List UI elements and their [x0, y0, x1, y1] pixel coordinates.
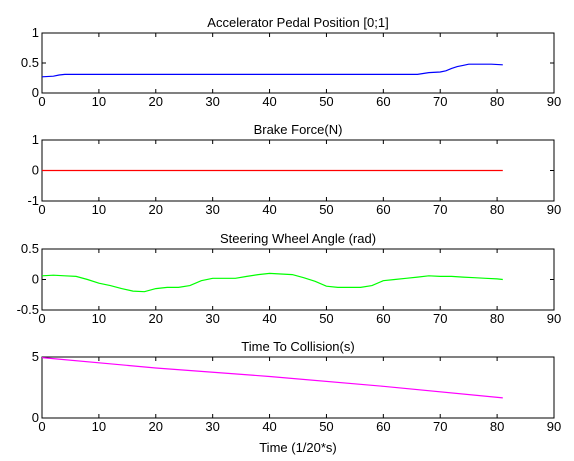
panel-1-xtick-label: 80: [490, 94, 504, 109]
panel-2-xtick-label: 30: [205, 202, 219, 217]
panel-2-title: Brake Force(N): [254, 122, 343, 137]
panel-1-ytick-label: 1: [32, 25, 39, 40]
panel-3-xtick-label: 50: [319, 311, 333, 326]
panel-2-xtick-label: 50: [319, 202, 333, 217]
panel-3-xtick-label: 40: [262, 311, 276, 326]
panel-1-xtick-label: 30: [205, 94, 219, 109]
panel-4-xtick-label: 20: [149, 419, 163, 434]
panel-3-xtick-label: 60: [376, 311, 390, 326]
panel-1-xtick-label: 0: [38, 94, 45, 109]
panel-2-xtick-label: 80: [490, 202, 504, 217]
panel-4-xtick-label: 90: [547, 419, 561, 434]
panel-4-ytick-label: 5: [32, 349, 39, 364]
panel-1-axes: [41, 32, 555, 94]
panel-1-xtick-label: 60: [376, 94, 390, 109]
panel-4-xtick-label: 40: [262, 419, 276, 434]
panel-1-ytick-label: 0: [32, 85, 39, 100]
panel-4-xlabel: Time (1/20*s): [259, 440, 337, 455]
panel-1-ytick-label: 0.5: [21, 55, 39, 70]
panel-2-xtick-label: 0: [38, 202, 45, 217]
panel-3-series-line: [41, 272, 503, 293]
panel-2-xtick-label: 70: [433, 202, 447, 217]
panel-1-xtick-label: 90: [547, 94, 561, 109]
panel-3-title: Steering Wheel Angle (rad): [220, 231, 376, 246]
panel-3-xtick-label: 20: [149, 311, 163, 326]
panel-3-ytick-label: 0.5: [21, 241, 39, 256]
panel-4-xtick-label: 50: [319, 419, 333, 434]
panel-1-xtick-label: 50: [319, 94, 333, 109]
panel-4-xtick-label: 60: [376, 419, 390, 434]
panel-1-xtick-label: 70: [433, 94, 447, 109]
panel-2-xtick-label: 20: [149, 202, 163, 217]
panel-4-xtick-label: 0: [38, 419, 45, 434]
panel-3-xtick-label: 70: [433, 311, 447, 326]
panel-3-xtick-label: 80: [490, 311, 504, 326]
panel-2-xtick-label: 10: [92, 202, 106, 217]
panel-4-xtick-label: 30: [205, 419, 219, 434]
panel-1-series-line: [41, 63, 503, 78]
panel-4-xtick-label: 10: [92, 419, 106, 434]
panel-3-axes: [41, 248, 555, 311]
panel-1-xtick-label: 10: [92, 94, 106, 109]
panel-2-ytick-label: -1: [27, 193, 39, 208]
panel-1-xtick-label: 20: [149, 94, 163, 109]
panel-4-ytick-label: 0: [32, 410, 39, 425]
panel-4-xtick-label: 80: [490, 419, 504, 434]
panel-4-title: Time To Collision(s): [241, 339, 354, 354]
panel-3-xtick-label: 90: [547, 311, 561, 326]
panel-4-axes: [41, 356, 555, 419]
panel-2-xtick-label: 90: [547, 202, 561, 217]
panel-3-xtick-label: 30: [205, 311, 219, 326]
panel-2-ytick-label: 0: [32, 163, 39, 178]
panel-3-xtick-label: 0: [38, 311, 45, 326]
panel-2-xtick-label: 60: [376, 202, 390, 217]
panel-3-ytick-label: -0.5: [17, 302, 39, 317]
panel-3-xtick-label: 10: [92, 311, 106, 326]
panel-3-ytick-label: 0: [32, 272, 39, 287]
panel-1-xtick-label: 40: [262, 94, 276, 109]
panel-2-xtick-label: 40: [262, 202, 276, 217]
panel-2-ytick-label: 1: [32, 132, 39, 147]
panel-4-xtick-label: 70: [433, 419, 447, 434]
panel-1-title: Accelerator Pedal Position [0;1]: [207, 15, 388, 30]
panel-4-series-line: [41, 357, 503, 399]
